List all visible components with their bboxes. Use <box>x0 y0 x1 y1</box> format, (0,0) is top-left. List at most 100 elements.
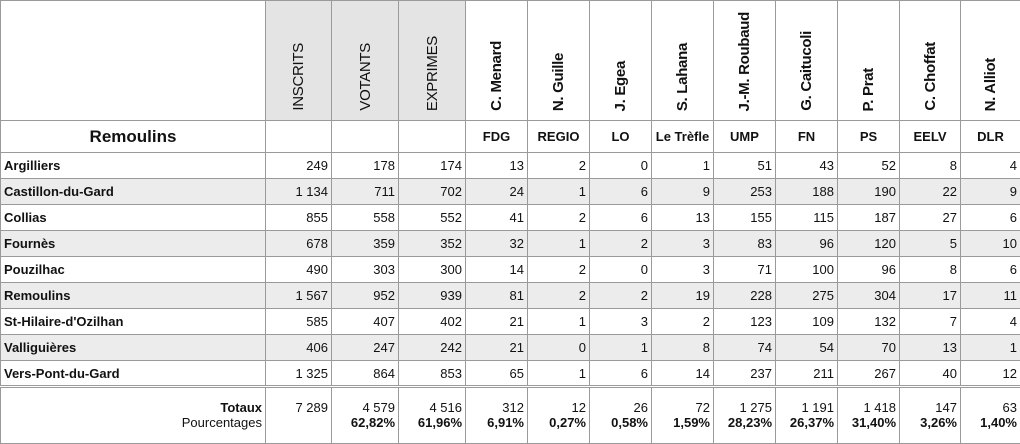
total-value: 4 579 <box>332 387 399 415</box>
commune-name: Vers-Pont-du-Gard <box>1 361 266 387</box>
vote-count: 1 325 <box>266 361 332 387</box>
column-header-text: P. Prat <box>860 68 877 112</box>
vote-count: 6 <box>961 205 1020 231</box>
vote-count: 359 <box>332 231 399 257</box>
party-label: FDG <box>466 121 528 153</box>
vote-count: 54 <box>776 335 838 361</box>
total-value: 4 516 <box>399 387 466 415</box>
total-value: 26 <box>590 387 652 415</box>
commune-name: Fournès <box>1 231 266 257</box>
percentage-value: 1,59% <box>652 415 714 444</box>
vote-count: 1 <box>961 335 1020 361</box>
vote-count: 83 <box>714 231 776 257</box>
total-value: 147 <box>900 387 961 415</box>
commune-name: St-Hilaire-d'Ozilhan <box>1 309 266 335</box>
vote-count: 249 <box>266 153 332 179</box>
vote-count: 558 <box>332 205 399 231</box>
party-label: LO <box>590 121 652 153</box>
vote-count: 22 <box>900 179 961 205</box>
vote-count: 275 <box>776 283 838 309</box>
vote-count: 100 <box>776 257 838 283</box>
vote-count: 0 <box>590 257 652 283</box>
vote-count: 11 <box>961 283 1020 309</box>
vote-count: 21 <box>466 335 528 361</box>
party-label: UMP <box>714 121 776 153</box>
column-header-text: N. Guille <box>550 53 567 111</box>
vote-count: 4 <box>961 309 1020 335</box>
vote-count: 21 <box>466 309 528 335</box>
percentage-value: 1,40% <box>961 415 1020 444</box>
vote-count: 14 <box>466 257 528 283</box>
vote-count: 1 <box>528 231 590 257</box>
percentage-value: 31,40% <box>838 415 900 444</box>
percentage-value: 62,82% <box>332 415 399 444</box>
vote-count: 8 <box>900 257 961 283</box>
empty-cell <box>266 415 332 444</box>
vote-count: 952 <box>332 283 399 309</box>
column-header: G. Caitucoli <box>776 1 838 121</box>
percentage-value: 0,58% <box>590 415 652 444</box>
vote-count: 4 <box>961 153 1020 179</box>
vote-count: 711 <box>332 179 399 205</box>
vote-count: 1 <box>528 361 590 387</box>
vote-count: 9 <box>652 179 714 205</box>
vote-count: 267 <box>838 361 900 387</box>
vote-count: 2 <box>590 231 652 257</box>
vote-count: 3 <box>652 257 714 283</box>
column-header: EXPRIMES <box>399 1 466 121</box>
vote-count: 178 <box>332 153 399 179</box>
vote-count: 188 <box>776 179 838 205</box>
vote-count: 24 <box>466 179 528 205</box>
vote-count: 9 <box>961 179 1020 205</box>
vote-count: 242 <box>399 335 466 361</box>
party-label: DLR <box>961 121 1020 153</box>
vote-count: 74 <box>714 335 776 361</box>
vote-count: 490 <box>266 257 332 283</box>
vote-count: 120 <box>838 231 900 257</box>
total-value: 312 <box>466 387 528 415</box>
percentages-label: Pourcentages <box>1 415 266 444</box>
column-header: INSCRITS <box>266 1 332 121</box>
total-value: 1 191 <box>776 387 838 415</box>
vote-count: 96 <box>838 257 900 283</box>
total-value: 72 <box>652 387 714 415</box>
column-header-text: N. Alliot <box>982 58 999 111</box>
vote-count: 27 <box>900 205 961 231</box>
party-label: FN <box>776 121 838 153</box>
vote-count: 853 <box>399 361 466 387</box>
vote-count: 585 <box>266 309 332 335</box>
vote-count: 1 567 <box>266 283 332 309</box>
vote-count: 81 <box>466 283 528 309</box>
vote-count: 407 <box>332 309 399 335</box>
party-label: REGIO <box>528 121 590 153</box>
vote-count: 228 <box>714 283 776 309</box>
vote-count: 211 <box>776 361 838 387</box>
vote-count: 12 <box>961 361 1020 387</box>
column-header: S. Lahana <box>652 1 714 121</box>
vote-count: 71 <box>714 257 776 283</box>
vote-count: 702 <box>399 179 466 205</box>
corner-cell <box>1 1 266 121</box>
vote-count: 247 <box>332 335 399 361</box>
vote-count: 52 <box>838 153 900 179</box>
column-header: P. Prat <box>838 1 900 121</box>
commune-title: Remoulins <box>1 121 266 153</box>
empty-cell <box>399 121 466 153</box>
vote-count: 2 <box>528 257 590 283</box>
vote-count: 14 <box>652 361 714 387</box>
commune-name: Valliguières <box>1 335 266 361</box>
vote-count: 2 <box>528 283 590 309</box>
total-value: 12 <box>528 387 590 415</box>
column-header: N. Alliot <box>961 1 1020 121</box>
column-header: J. Egea <box>590 1 652 121</box>
